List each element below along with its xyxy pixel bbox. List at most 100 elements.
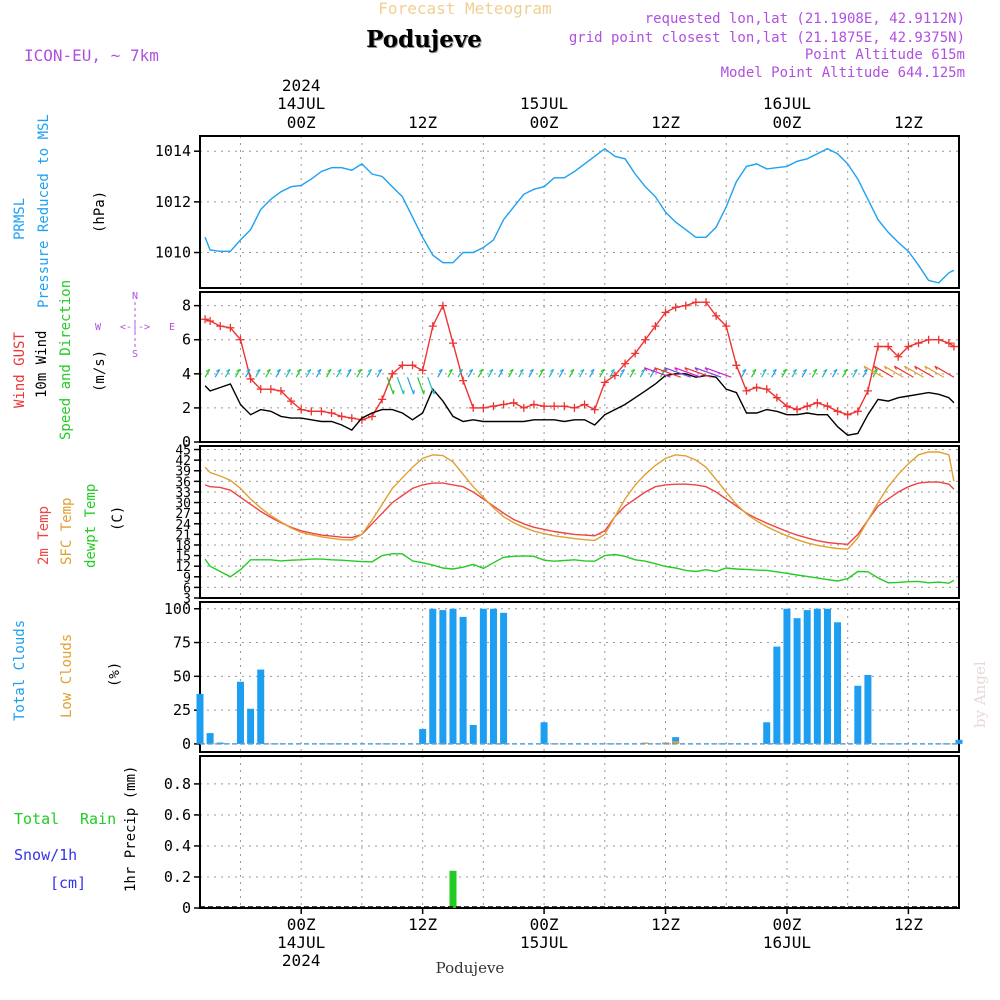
panel-frame bbox=[199, 291, 960, 443]
gust-marker bbox=[944, 339, 953, 348]
wind-arrow-head bbox=[863, 368, 868, 373]
y-tick-label: 39 bbox=[175, 465, 191, 480]
gust-marker bbox=[722, 322, 731, 331]
gust-marker bbox=[570, 403, 579, 412]
wind-direction-arrow bbox=[811, 369, 818, 378]
gust-marker bbox=[297, 405, 306, 414]
gust-marker bbox=[803, 402, 812, 411]
wind-arrow-head bbox=[438, 368, 443, 373]
y-tick-label: 4 bbox=[182, 365, 191, 383]
wind-arrow-head bbox=[489, 368, 494, 373]
wind-arrow-head bbox=[664, 367, 668, 372]
wind-arrow-head bbox=[317, 368, 322, 373]
wind-direction-arrow bbox=[578, 369, 585, 378]
wind-arrow-head bbox=[347, 368, 352, 373]
wind-arrow-head bbox=[762, 368, 767, 373]
wind-arrow-head bbox=[853, 368, 858, 373]
data-bar bbox=[419, 729, 427, 744]
wind-arrow-head bbox=[519, 368, 524, 373]
gust-marker bbox=[934, 335, 943, 344]
bottom-time-label: 00Z bbox=[773, 915, 802, 934]
wind-arrow-head bbox=[559, 368, 565, 373]
wind-direction-arrow bbox=[447, 369, 453, 378]
wind-arrow-head bbox=[570, 368, 575, 373]
data-bar bbox=[449, 870, 457, 908]
y-tick-label: 0 bbox=[182, 899, 191, 917]
y-tick-label: 0.6 bbox=[164, 806, 191, 824]
series-line bbox=[204, 147, 955, 284]
gust-marker bbox=[823, 402, 832, 411]
gust-marker bbox=[853, 407, 862, 416]
wind-direction-arrow bbox=[437, 369, 443, 378]
wind-direction-arrow bbox=[771, 369, 777, 378]
wind-direction-arrow bbox=[295, 369, 302, 378]
wind-arrow-head bbox=[802, 368, 807, 373]
wind-arrow-head bbox=[448, 368, 453, 373]
y-tick-label: 15 bbox=[175, 550, 191, 565]
data-bar bbox=[429, 608, 437, 744]
wind-arrow-head bbox=[337, 368, 342, 373]
wind-arrow-head bbox=[640, 368, 646, 373]
wind-direction-arrow bbox=[275, 369, 281, 378]
dewpt-label: dewpt Temp bbox=[83, 484, 99, 568]
wind-direction-arrow bbox=[644, 367, 671, 378]
gust-marker bbox=[762, 385, 771, 394]
y-tick-label: 45 bbox=[175, 444, 191, 459]
series-line bbox=[204, 481, 955, 546]
gust-marker bbox=[590, 405, 599, 414]
wind-arrow-head bbox=[823, 368, 828, 373]
wind-direction-arrow bbox=[704, 367, 732, 378]
wind-arrow-head bbox=[236, 368, 241, 373]
wind-direction-arrow bbox=[366, 369, 373, 378]
gust-marker bbox=[843, 410, 852, 419]
clouds-unit: (%) bbox=[107, 662, 123, 687]
gust-marker bbox=[201, 315, 210, 324]
gust-marker bbox=[428, 322, 437, 331]
prmsl-long-label: Pressure Reduced to MSL bbox=[36, 114, 52, 308]
wind-arrow-head bbox=[205, 368, 210, 373]
gust-marker bbox=[580, 400, 589, 409]
station-title: Podujeve bbox=[366, 26, 482, 53]
wind-direction-arrow bbox=[538, 369, 545, 378]
wind-arrow-head bbox=[433, 390, 436, 395]
wind-direction-arrow bbox=[751, 369, 757, 378]
wind-arrow-head bbox=[792, 368, 797, 373]
wind-arrow-head bbox=[903, 365, 908, 370]
plot-area: 1010101210140246836912151821242730333639… bbox=[155, 76, 963, 970]
top-date-label: 14JUL bbox=[277, 94, 325, 113]
gust-marker bbox=[752, 383, 761, 392]
top-date-label: 15JUL bbox=[520, 94, 568, 113]
data-bar bbox=[540, 722, 548, 744]
wind-arrow-head bbox=[704, 367, 709, 372]
gust-marker bbox=[287, 397, 296, 406]
bottom-time-label: 00Z bbox=[530, 915, 559, 934]
wind10m-label: 10m Wind bbox=[34, 331, 50, 398]
wind-direction-arrow bbox=[457, 369, 464, 378]
gust-marker bbox=[489, 402, 498, 411]
station-title-shadow: Podujeve bbox=[367, 27, 483, 54]
gust-marker bbox=[884, 342, 893, 351]
wind-arrow-head bbox=[600, 368, 605, 373]
wind-direction-arrow bbox=[894, 365, 914, 378]
gust-marker bbox=[742, 386, 751, 395]
wind-direction-arrow bbox=[498, 369, 504, 378]
data-bar bbox=[257, 669, 265, 744]
wind-direction-arrow bbox=[629, 369, 636, 378]
wind-arrow-head bbox=[873, 365, 877, 370]
wind-arrow-head bbox=[782, 368, 787, 373]
point-altitude: Point Altitude 615m bbox=[805, 47, 965, 63]
wind-arrow-head bbox=[643, 367, 648, 372]
data-bar bbox=[955, 739, 963, 744]
y-tick-label: 0 bbox=[182, 433, 191, 451]
wind-direction-arrow bbox=[684, 367, 712, 378]
gust-marker bbox=[894, 352, 903, 361]
wind-dir-label: Speed and Direction bbox=[58, 280, 74, 440]
gust-marker bbox=[256, 385, 265, 394]
wind-arrow-head bbox=[413, 390, 415, 395]
y-tick-label: 0 bbox=[182, 735, 191, 753]
gust-marker bbox=[307, 407, 316, 416]
y-tick-label: 42 bbox=[175, 454, 191, 469]
wind-arrow-head bbox=[286, 368, 291, 373]
wind-arrow-head bbox=[276, 368, 281, 373]
